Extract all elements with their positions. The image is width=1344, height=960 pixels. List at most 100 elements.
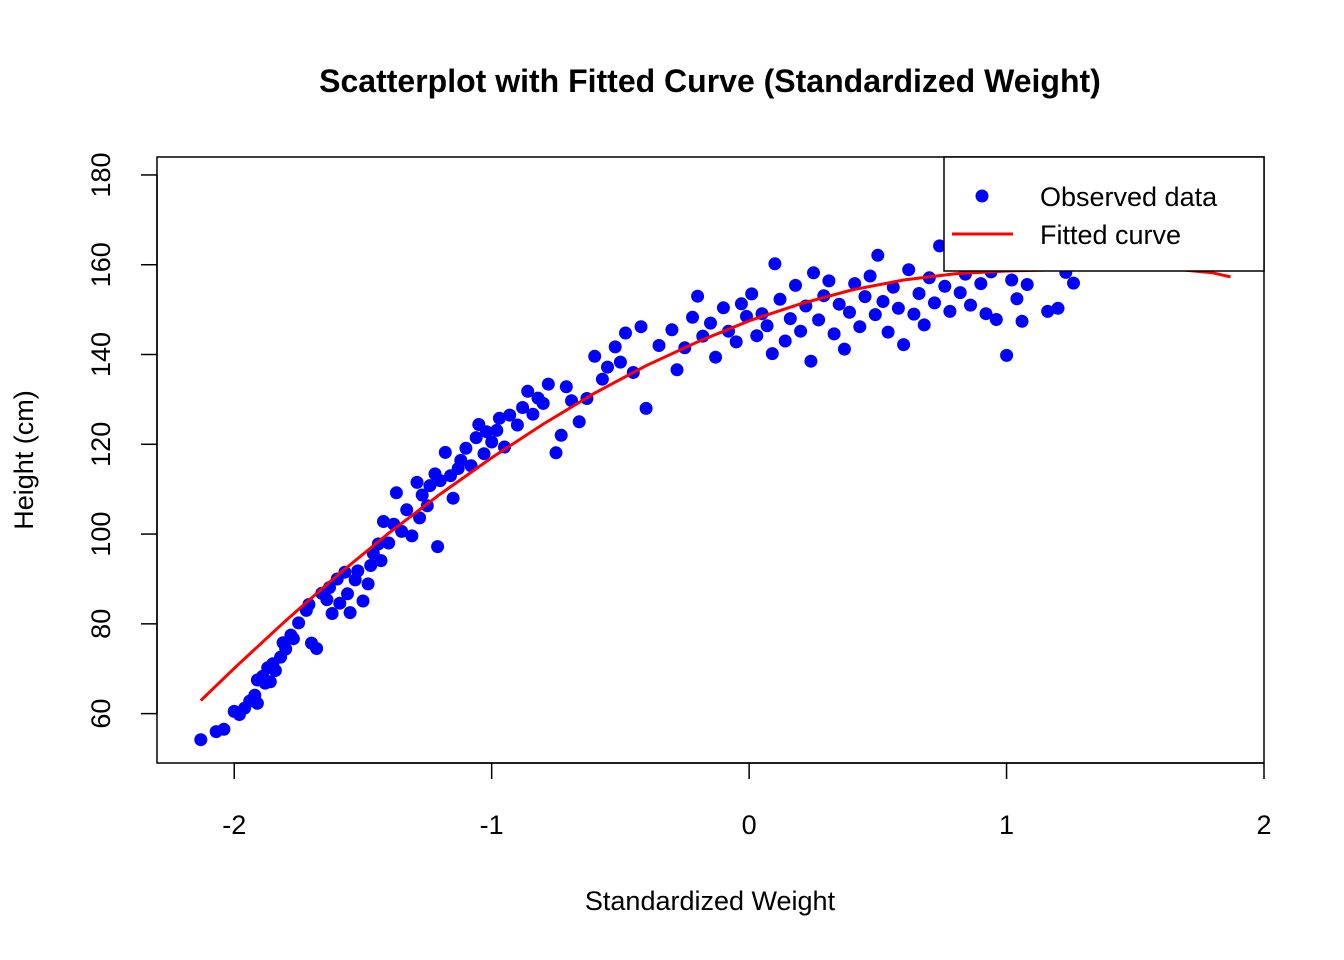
- data-point: [490, 423, 504, 437]
- data-point: [341, 587, 354, 601]
- data-point: [601, 360, 614, 374]
- data-point: [891, 301, 905, 315]
- data-point: [716, 301, 730, 315]
- data-point: [310, 642, 324, 655]
- data-point: [837, 342, 851, 356]
- data-point: [876, 295, 890, 308]
- data-point: [333, 596, 347, 610]
- y-tick-label: 80: [86, 609, 116, 639]
- data-point: [848, 277, 862, 291]
- data-point: [704, 316, 717, 330]
- y-tick-label: 60: [86, 699, 116, 729]
- data-point: [268, 664, 282, 677]
- data-point: [325, 607, 339, 620]
- x-tick-label: -2: [222, 810, 246, 840]
- legend-label-observed: Observed data: [1040, 182, 1218, 212]
- data-point: [503, 408, 517, 422]
- data-point: [410, 475, 424, 489]
- data-point: [194, 733, 208, 747]
- data-point: [917, 318, 931, 332]
- data-point: [1020, 278, 1034, 291]
- data-point: [868, 308, 882, 322]
- data-point: [338, 565, 352, 579]
- data-point: [812, 313, 826, 327]
- data-point: [217, 722, 231, 736]
- data-point: [526, 407, 540, 421]
- data-point: [652, 339, 666, 352]
- data-point: [446, 491, 460, 505]
- data-point: [541, 377, 555, 391]
- x-tick-label: -1: [480, 810, 504, 840]
- data-point: [595, 372, 609, 386]
- data-point: [559, 380, 573, 394]
- data-point: [454, 453, 468, 467]
- x-tick-label: 1: [999, 810, 1014, 840]
- data-point: [964, 298, 977, 312]
- data-point: [1015, 314, 1029, 328]
- data-point: [760, 319, 774, 333]
- data-point: [469, 431, 483, 445]
- data-point: [853, 320, 867, 334]
- data-point: [871, 248, 885, 262]
- y-axis: 60 80 100 120 140 160 180: [86, 152, 158, 729]
- data-point: [588, 349, 602, 363]
- data-point: [686, 310, 699, 324]
- data-point: [364, 559, 378, 572]
- data-point: [415, 488, 429, 502]
- data-point: [832, 297, 846, 311]
- data-point: [928, 296, 941, 310]
- data-point: [521, 384, 535, 398]
- data-point: [438, 445, 452, 459]
- data-point: [536, 396, 550, 410]
- data-point: [292, 616, 306, 630]
- data-point: [431, 540, 445, 554]
- data-point: [974, 277, 988, 291]
- data-point: [343, 606, 357, 620]
- data-point: [989, 313, 1003, 326]
- data-point: [807, 266, 820, 280]
- data-point: [377, 515, 390, 528]
- data-point: [843, 305, 856, 319]
- data-point: [480, 425, 493, 439]
- data-point: [286, 632, 300, 646]
- data-point: [768, 257, 782, 271]
- data-point: [608, 340, 622, 354]
- data-point: [858, 290, 872, 304]
- data-point: [382, 536, 396, 550]
- data-point: [549, 446, 563, 460]
- data-point: [907, 307, 921, 321]
- data-point: [395, 524, 409, 538]
- y-tick-label: 140: [86, 332, 116, 377]
- data-point: [619, 326, 632, 340]
- data-point: [320, 593, 334, 607]
- data-point: [745, 287, 759, 301]
- data-point: [1005, 273, 1019, 287]
- data-point: [351, 564, 365, 578]
- y-tick-label: 160: [86, 242, 116, 287]
- data-point: [789, 278, 802, 292]
- data-point: [423, 479, 437, 493]
- data-point: [783, 312, 797, 326]
- data-point: [405, 529, 419, 543]
- data-point: [510, 418, 524, 432]
- legend-box: [943, 156, 1265, 272]
- x-tick-label: 2: [1256, 810, 1271, 840]
- legend-marker-observed: [975, 189, 989, 203]
- data-point: [400, 503, 414, 517]
- data-point: [863, 269, 877, 283]
- data-point: [902, 263, 916, 277]
- data-point: [1000, 348, 1014, 362]
- data-point: [938, 279, 952, 293]
- data-point: [778, 334, 792, 348]
- data-point: [413, 511, 427, 525]
- data-point: [356, 594, 370, 608]
- data-point: [794, 324, 808, 338]
- data-point: [773, 292, 787, 306]
- legend: Observed data Fitted curve: [943, 156, 1265, 272]
- data-point: [263, 675, 277, 689]
- data-point: [734, 297, 748, 311]
- data-point: [979, 307, 993, 321]
- data-point: [729, 335, 743, 349]
